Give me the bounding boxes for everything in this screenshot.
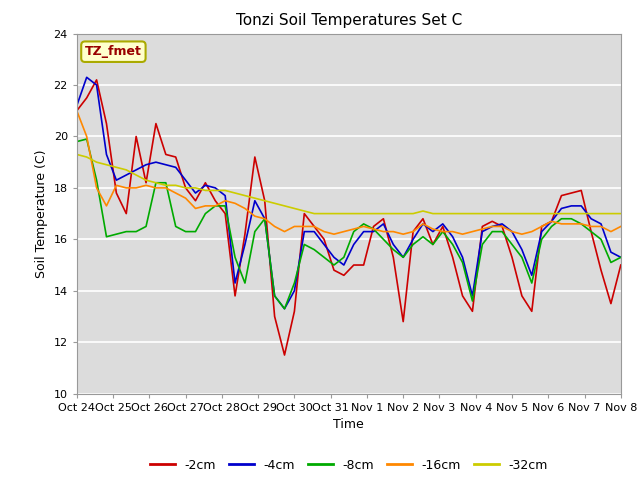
Legend: -2cm, -4cm, -8cm, -16cm, -32cm: -2cm, -4cm, -8cm, -16cm, -32cm [145, 454, 553, 477]
Text: TZ_fmet: TZ_fmet [85, 45, 142, 58]
Title: Tonzi Soil Temperatures Set C: Tonzi Soil Temperatures Set C [236, 13, 462, 28]
X-axis label: Time: Time [333, 418, 364, 431]
Y-axis label: Soil Temperature (C): Soil Temperature (C) [35, 149, 48, 278]
